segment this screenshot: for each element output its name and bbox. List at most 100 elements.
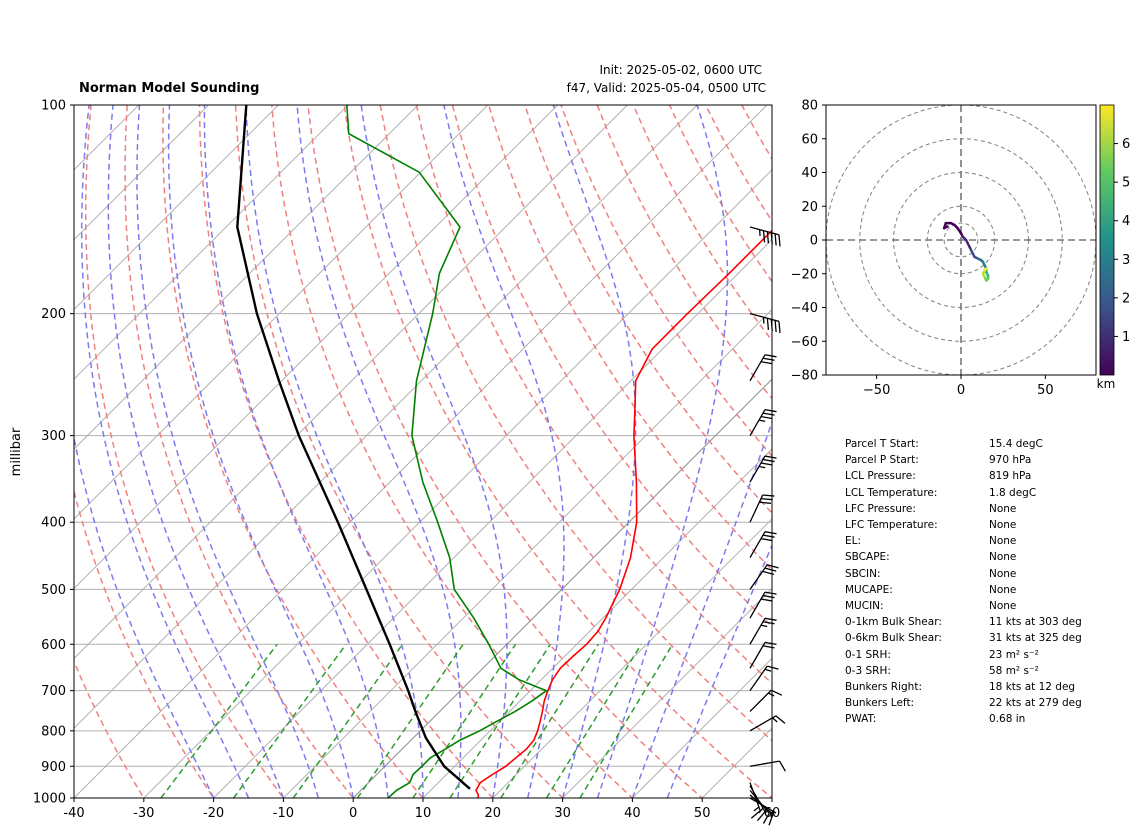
dry-adiabat [124, 105, 355, 798]
parcel-profile [236, 105, 471, 790]
param-value: None [989, 567, 1017, 580]
mixing-ratio-line [356, 643, 464, 798]
barb-flag [750, 810, 761, 819]
barb-flag [768, 814, 774, 826]
barb-flag [767, 665, 779, 670]
param-value: 0.68 in [989, 713, 1026, 726]
barb-flag [764, 531, 777, 535]
param-value: 23 m² s⁻² [989, 648, 1039, 661]
isotherm [74, 105, 419, 450]
x-tick-label: -30 [133, 806, 154, 821]
barb-staff [749, 494, 764, 523]
barb-staff [749, 591, 766, 619]
wind-barb [749, 665, 779, 692]
param-label: LFC Temperature: [845, 519, 938, 532]
barb-flag [778, 321, 781, 334]
barb-staff [749, 409, 766, 436]
param-row: LFC Temperature: None [845, 517, 1082, 533]
barb-staff [749, 617, 766, 645]
hodo-x-tick-label: 0 [957, 383, 965, 398]
param-label: PWAT: [845, 713, 877, 726]
moist-adiabat [74, 433, 215, 798]
dry-adiabat [596, 105, 772, 400]
colorbar [1099, 104, 1115, 376]
isotherm [74, 105, 629, 660]
y-tick-label: 500 [41, 583, 66, 598]
wind-barb [749, 782, 761, 819]
x-tick-label: 20 [485, 806, 502, 821]
hodograph-segment [983, 267, 988, 272]
moist-adiabat [443, 105, 565, 798]
wind-barb [749, 312, 781, 334]
dry-adiabat [307, 105, 704, 798]
param-label: LCL Temperature: [845, 486, 938, 499]
barb-flag [762, 230, 766, 243]
mixing-ratio-line [412, 643, 517, 798]
barb-staff [749, 312, 780, 323]
colorbar-tick-label: 5 [1122, 176, 1130, 191]
hodograph-ring [943, 222, 979, 258]
colorbar-tick-label: 4 [1122, 214, 1130, 229]
dewpoint-profile [346, 105, 549, 798]
skewt-profiles [236, 105, 772, 798]
isotherm [74, 105, 559, 590]
isotherm [492, 518, 772, 798]
param-label: MUCAPE: [845, 583, 893, 596]
y-tick-label: 1000 [33, 792, 66, 807]
param-value: 22 kts at 279 deg [989, 697, 1082, 710]
wind-barb [749, 689, 783, 712]
barb-flag [766, 231, 770, 244]
isotherm [74, 105, 768, 798]
y-tick-label: 400 [41, 516, 66, 531]
x-tick-label: 10 [415, 806, 432, 821]
hodo-y-tick-label: −60 [791, 335, 818, 350]
wind-barb [749, 409, 777, 436]
colorbar-tick-label: 1 [1122, 330, 1130, 345]
barb-staff [749, 642, 766, 669]
isotherm [74, 105, 280, 311]
hodo-y-tick-label: 80 [801, 99, 818, 114]
mixing-ratio-line [232, 643, 347, 798]
dry-adiabat [84, 105, 285, 798]
barb-flag [778, 760, 786, 772]
isotherm [74, 105, 210, 241]
barb-flag [760, 498, 773, 501]
y-tick-label: 600 [41, 638, 66, 653]
wind-barb [749, 531, 777, 559]
barb-flag [762, 621, 775, 625]
dry-adiabat [74, 659, 145, 798]
wind-barb [749, 715, 786, 732]
barb-staff [749, 226, 780, 236]
barb-half-flag [753, 806, 760, 812]
barb-half-flag [768, 692, 775, 697]
param-row: SBCAPE: None [845, 549, 1082, 565]
moist-adiabat [360, 105, 508, 798]
wind-barb [749, 591, 777, 619]
isotherm [561, 587, 772, 798]
barb-half-flag [760, 624, 768, 628]
param-value: 18 kts at 12 deg [989, 681, 1076, 694]
hodo-y-tick-label: −40 [791, 301, 818, 316]
param-row: Parcel T Start: 15.4 degC [845, 436, 1082, 452]
hodo-y-tick-label: −80 [791, 369, 818, 384]
wind-barb [749, 617, 777, 645]
param-value: 58 m² s⁻² [989, 664, 1039, 677]
barb-flag [760, 598, 773, 602]
mixing-ratio-line [160, 643, 278, 798]
barb-staff [749, 689, 772, 712]
wind-barb [749, 494, 775, 523]
mixing-ratio-line [545, 643, 642, 798]
param-row: 0-6km Bulk Shear: 31 kts at 325 deg [845, 630, 1082, 646]
moist-adiabat [203, 105, 389, 798]
barb-flag [760, 415, 773, 420]
param-row: 0-3 SRH: 58 m² s⁻² [845, 663, 1082, 679]
colorbar-tick-label: 3 [1122, 253, 1130, 268]
barb-flag [764, 591, 777, 595]
param-value: None [989, 502, 1017, 515]
param-value: 15.4 degC [989, 438, 1043, 450]
moist-adiabat [296, 105, 462, 798]
param-label: EL: [845, 535, 862, 548]
barb-flag [764, 641, 777, 646]
barb-half-flag [758, 465, 766, 469]
param-value: None [989, 600, 1017, 613]
